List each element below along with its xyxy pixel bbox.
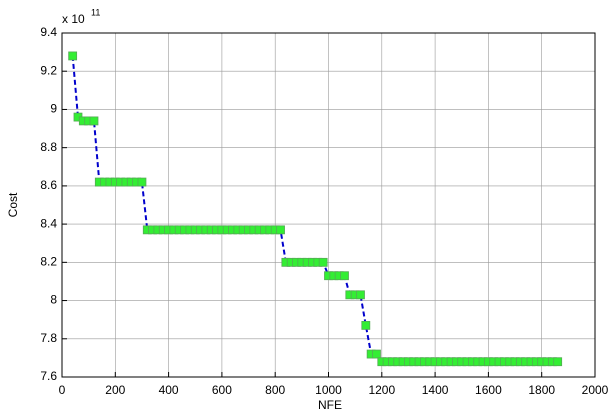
y-multiplier: x 10	[62, 12, 85, 26]
x-tick-label: 600	[212, 383, 232, 397]
plot-frame	[61, 32, 596, 378]
data-point	[137, 177, 147, 187]
x-tick-label: 1400	[422, 383, 449, 397]
data-point	[361, 320, 371, 330]
y-tick-label: 8.6	[40, 178, 57, 192]
data-point	[553, 357, 563, 367]
x-tick-label: 1200	[368, 383, 395, 397]
data-point	[340, 271, 349, 281]
y-tick-label: 9	[50, 102, 57, 116]
y-tick-label: 9.4	[40, 25, 57, 39]
y-multiplier-exponent: 11	[91, 7, 100, 17]
data-point	[318, 257, 328, 267]
y-tick-label: 8	[50, 293, 57, 307]
y-tick-label: 9.2	[40, 63, 57, 77]
x-tick-label: 200	[105, 383, 125, 397]
data-point	[68, 51, 78, 61]
x-tick-label: 2000	[582, 383, 609, 397]
x-tick-label: 1800	[528, 383, 555, 397]
x-tick-label: 800	[265, 383, 285, 397]
y-tick-label: 7.6	[40, 369, 57, 383]
y-tick-label: 8.4	[40, 216, 57, 230]
data-point	[89, 116, 99, 126]
x-tick-label: 400	[159, 383, 179, 397]
data-point	[372, 349, 381, 359]
x-tick-label: 0	[59, 383, 66, 397]
y-tick-label: 8.2	[40, 255, 57, 269]
x-axis-label: NFE	[318, 398, 342, 412]
x-tick-label: 1000	[315, 383, 342, 397]
x-tick-label: 1600	[475, 383, 502, 397]
y-tick-label: 8.8	[40, 140, 57, 154]
data-point	[356, 290, 365, 300]
y-tick-label: 7.8	[40, 331, 57, 345]
y-axis-label: Cost	[6, 192, 20, 217]
data-point	[276, 225, 285, 235]
